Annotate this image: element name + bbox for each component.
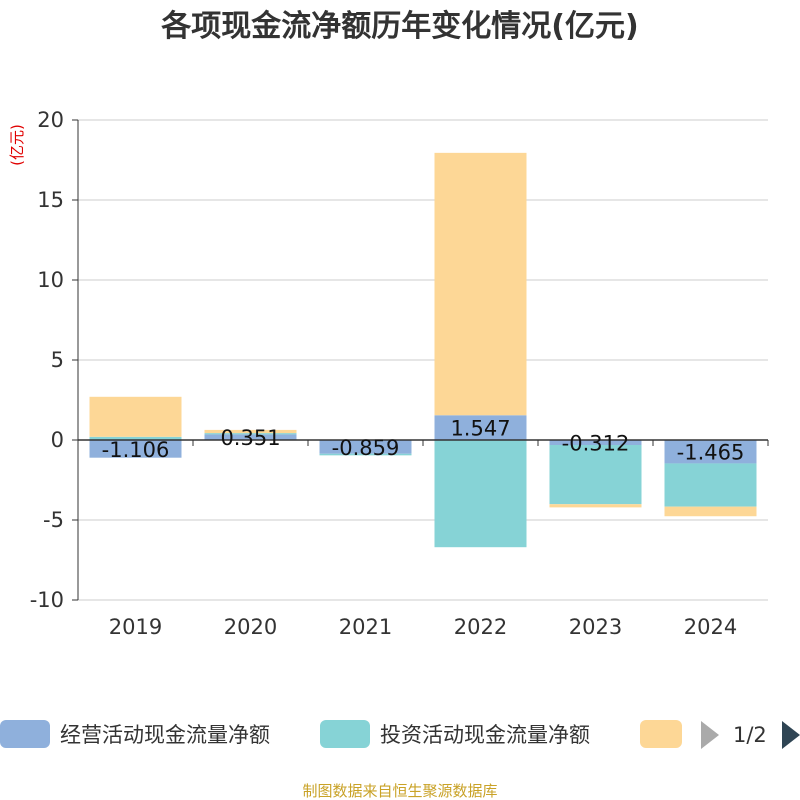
data-label-operating: -0.312 (562, 431, 630, 455)
data-source-footer: 制图数据来自恒生聚源数据库 (302, 782, 497, 800)
data-label-operating: -1.106 (102, 438, 170, 462)
y-tick-label: 10 (37, 268, 64, 292)
legend-label-investing: 投资活动现金流量净额 (380, 723, 590, 747)
y-tick-label: 0 (51, 428, 64, 452)
gridlines (78, 119, 768, 601)
data-label-operating: 0.351 (220, 426, 280, 450)
bar-operating-2019[interactable] (89, 440, 182, 458)
x-tick-label: 2019 (109, 615, 162, 639)
y-tick-label: 20 (37, 108, 64, 132)
y-axis-ticks: 20 15 10 5 0 -5 -10 (30, 108, 78, 612)
legend-swatch-third (640, 720, 682, 748)
bar-investing-2019[interactable] (89, 436, 182, 440)
legend: 经营活动现金流量净额 投资活动现金流量净额 1/2 (0, 720, 800, 749)
triangle-left-icon[interactable] (701, 721, 719, 749)
y-tick-label: -5 (43, 508, 64, 532)
bar-operating-2022[interactable] (434, 415, 527, 440)
x-tick-label: 2021 (339, 615, 392, 639)
data-labels: -1.106 0.351 -0.859 1.547 -0.312 -1.465 (102, 417, 745, 465)
bar-operating-2023[interactable] (549, 440, 642, 445)
bar-third-2024[interactable] (664, 506, 757, 517)
legend-label-operating: 经营活动现金流量净额 (60, 723, 270, 747)
y-tick-label: 5 (51, 348, 64, 372)
bar-third-2023[interactable] (549, 504, 642, 508)
data-label-operating: -0.859 (332, 436, 400, 460)
bar-operating-2021[interactable] (319, 440, 412, 454)
bar-investing-2021[interactable] (319, 453, 412, 456)
bar-investing-2024[interactable] (664, 463, 757, 507)
x-tick-label: 2023 (569, 615, 622, 639)
y-tick-label: 15 (37, 188, 64, 212)
x-tick-label: 2022 (454, 615, 507, 639)
y-tick-label: -10 (30, 588, 64, 612)
legend-page-indicator: 1/2 (733, 723, 767, 747)
x-tick-label: 2020 (224, 615, 277, 639)
bar-investing-2022[interactable] (434, 440, 527, 548)
bar-investing-2023[interactable] (549, 444, 642, 505)
x-tick-label: 2024 (684, 615, 737, 639)
legend-swatch-operating (0, 720, 50, 748)
bar-third-2019[interactable] (89, 396, 182, 437)
bar-operating-2020[interactable] (204, 434, 297, 440)
legend-item-operating[interactable]: 经营活动现金流量净额 (0, 720, 270, 748)
legend-item-third[interactable] (640, 720, 682, 748)
triangle-right-icon[interactable] (782, 721, 800, 749)
bars (89, 152, 757, 548)
bar-third-2022[interactable] (434, 152, 527, 416)
bar-operating-2024[interactable] (664, 440, 757, 464)
bar-investing-2020[interactable] (204, 433, 297, 435)
legend-item-investing[interactable]: 投资活动现金流量净额 (320, 720, 590, 748)
y-axis-unit-label: (亿元) (8, 124, 26, 166)
axes (77, 120, 769, 600)
chart-title: 各项现金流净额历年变化情况(亿元) (160, 9, 638, 44)
data-label-operating: -1.465 (677, 441, 745, 465)
bar-third-2020[interactable] (204, 429, 297, 434)
data-label-operating: 1.547 (450, 417, 510, 441)
x-axis-ticks: 2019 2020 2021 2022 2023 2024 (109, 615, 737, 639)
legend-swatch-investing (320, 720, 370, 748)
